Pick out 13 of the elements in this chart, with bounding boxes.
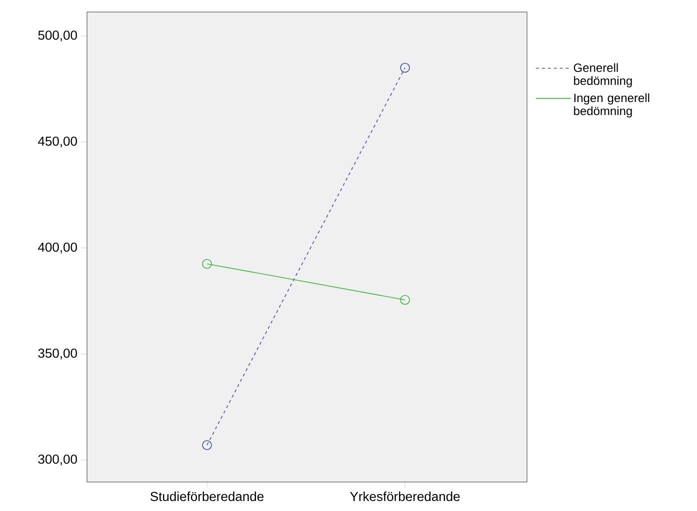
y-tick-label: 350,00 <box>38 348 77 360</box>
point <box>202 258 212 269</box>
x-tick-label: Yrkesförberedande <box>350 492 460 502</box>
point <box>400 294 410 305</box>
y-tick-label: 450,00 <box>38 136 77 148</box>
y-tick-label: 400,00 <box>38 242 77 254</box>
point <box>400 62 410 73</box>
y-tick-label: 300,00 <box>38 454 77 466</box>
legend-label: Ingen generell bedömning <box>574 93 650 118</box>
legend-label: Generell bedömning <box>574 63 632 88</box>
y-tick-label: 500,00 <box>38 30 77 42</box>
x-tick-label: Studieförberedande <box>150 492 264 502</box>
point <box>202 440 212 450</box>
